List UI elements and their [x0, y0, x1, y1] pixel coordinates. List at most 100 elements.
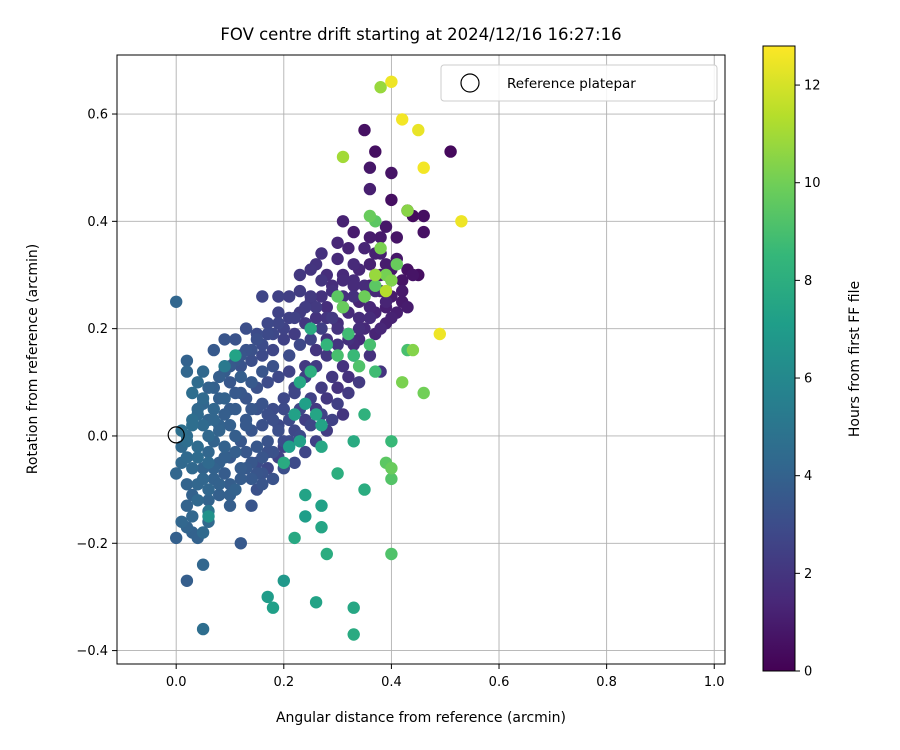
y-tick-label: 0.6 [87, 108, 108, 123]
data-point [272, 317, 285, 330]
data-point [331, 236, 344, 249]
data-point [266, 413, 280, 427]
chart-title: FOV centre drift starting at 2024/12/16 … [220, 25, 621, 44]
data-point [229, 333, 242, 346]
data-point [347, 601, 360, 614]
data-point [196, 419, 210, 432]
data-point [293, 338, 307, 351]
data-point [320, 338, 333, 351]
data-point [191, 451, 204, 464]
data-point [444, 145, 457, 158]
data-point [304, 322, 317, 335]
x-tick-label: 0.6 [489, 675, 510, 690]
data-point [288, 456, 301, 469]
data-point [363, 349, 377, 362]
data-point [315, 247, 328, 260]
data-point [196, 526, 210, 539]
data-point [315, 381, 328, 394]
x-tick-label: 0.0 [166, 675, 187, 690]
data-point [229, 386, 242, 400]
data-point [196, 392, 210, 405]
data-point [283, 290, 296, 303]
data-point [326, 311, 339, 325]
data-point [261, 435, 274, 448]
x-axis-label: Angular distance from reference (arcmin) [276, 710, 566, 726]
data-point [369, 145, 382, 158]
data-point [202, 494, 215, 507]
data-point [213, 370, 226, 384]
y-tick-label: 0.2 [87, 322, 108, 337]
y-tick-label: −0.2 [76, 537, 108, 552]
data-point [277, 392, 290, 405]
data-point [417, 386, 430, 400]
data-point [202, 456, 215, 469]
data-point [213, 424, 226, 437]
data-point [347, 435, 360, 448]
data-point [180, 435, 194, 448]
y-tick-label: 0.4 [87, 215, 108, 230]
data-point [352, 376, 366, 389]
data-point [202, 483, 215, 496]
data-point [207, 402, 220, 416]
data-point [256, 290, 269, 303]
data-point [352, 322, 366, 335]
data-point [186, 510, 199, 523]
data-point [412, 123, 425, 137]
data-point [358, 123, 371, 137]
data-point [196, 622, 210, 636]
data-point [186, 462, 199, 475]
data-point [239, 322, 253, 335]
x-tick-label: 0.2 [273, 675, 294, 690]
y-axis-ticks: −0.4 −0.2 0.0 0.2 0.4 0.6 [76, 108, 117, 659]
data-point [223, 499, 237, 512]
data-point [304, 333, 317, 346]
data-point [245, 402, 258, 416]
data-point [234, 462, 247, 475]
data-point [202, 381, 215, 394]
data-point [369, 279, 382, 292]
data-point [315, 290, 328, 303]
data-point [229, 483, 242, 496]
data-point [320, 301, 333, 314]
data-point [272, 370, 285, 384]
data-point [196, 558, 210, 571]
colorbar-ticks: 0 2 4 6 8 10 12 [795, 79, 821, 680]
data-point [336, 301, 350, 314]
data-point [234, 370, 247, 384]
legend-marker-icon [460, 73, 480, 93]
data-point [175, 424, 188, 437]
data-point [256, 349, 269, 362]
data-point [309, 343, 323, 357]
data-point [277, 402, 290, 416]
data-point [363, 209, 377, 223]
data-point [331, 397, 344, 410]
data-point [358, 242, 371, 255]
data-point [293, 435, 307, 448]
legend: Reference platepar [440, 64, 718, 102]
data-point [309, 301, 323, 314]
data-point [256, 397, 269, 410]
data-point [358, 279, 371, 292]
data-point [266, 343, 280, 357]
data-point [385, 274, 398, 287]
y-tick-label: 0.0 [87, 429, 108, 444]
data-point [288, 408, 301, 421]
data-point [304, 419, 317, 432]
data-point [309, 596, 323, 609]
data-point [331, 467, 344, 480]
x-tick-label: 1.0 [704, 675, 725, 690]
data-point [202, 429, 215, 443]
data-point [406, 268, 420, 282]
data-point [417, 209, 430, 223]
colorbar-label: Hours from first FF file [847, 281, 863, 437]
data-point [234, 537, 247, 550]
data-point [256, 451, 269, 464]
data-point [390, 231, 403, 244]
data-point [218, 451, 231, 464]
legend-label: Reference platepar [507, 76, 636, 92]
data-point [401, 204, 414, 217]
data-point [331, 290, 344, 303]
data-point [299, 510, 312, 523]
data-point [261, 327, 274, 341]
data-point [191, 440, 204, 453]
